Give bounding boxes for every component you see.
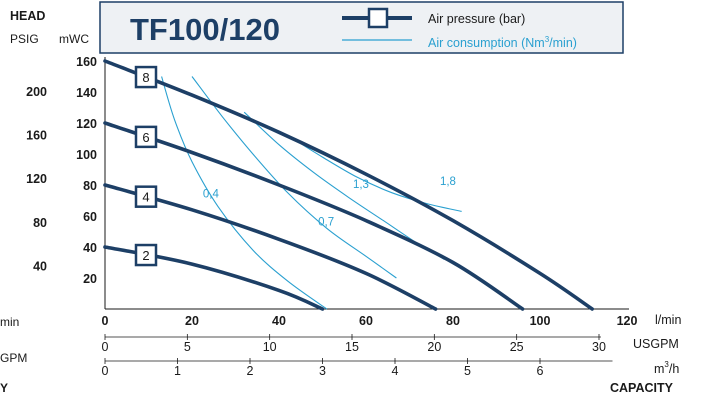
pressure-marker-4 (134, 185, 158, 208)
chart-title: TF100/120 (130, 12, 280, 47)
pressure-marker-8 (134, 65, 158, 89)
pressure-marker-6 (134, 125, 158, 149)
m3h-tick-label: 6 (537, 364, 544, 378)
pressure-marker-label: 4 (142, 190, 149, 205)
legend-consumption-tail: /min) (549, 36, 577, 50)
legend-consumption-label: Air consumption (Nm3/min) (428, 35, 577, 50)
mwc-tick-label: 100 (76, 148, 97, 162)
pressure-marker-label: 6 (142, 130, 149, 145)
y-unit-mwc: mWC (59, 32, 89, 46)
legend-consumption-sup: 3 (545, 35, 550, 44)
unit-lmin: l/min (655, 313, 681, 327)
mwc-tick-label: 60 (83, 210, 97, 224)
unit-m3h: m3/h (654, 360, 679, 376)
usgpm-tick-label: 15 (345, 340, 359, 354)
legend-pressure-marker (367, 7, 389, 29)
legend-pressure-label: Air pressure (bar) (428, 12, 525, 26)
consumption-curve-0-4 (161, 76, 328, 310)
header-box (99, 1, 624, 54)
m3h-tick-label: 2 (247, 364, 254, 378)
lmin-tick-label: 40 (272, 314, 286, 328)
pressure-markers: 8 6 4 2 (134, 65, 158, 267)
psig-tick-label: 160 (26, 129, 47, 143)
mwc-tick-label: 160 (76, 55, 97, 69)
pressure-curve-4 (103, 183, 438, 311)
lmin-tick-label: 80 (446, 314, 460, 328)
lmin-tick-label: 0 (102, 314, 109, 328)
psig-tick-label: 200 (26, 85, 47, 99)
left-fragment-y: Y (0, 381, 8, 395)
unit-m3h-base: m (654, 362, 664, 376)
pressure-curve-8 (103, 59, 594, 311)
unit-m3h-tail: /h (669, 362, 679, 376)
x-axis-title: CAPACITY (610, 381, 674, 395)
legend: Air pressure (bar) Air consumption (Nm3/… (342, 7, 577, 50)
m3h-tick-label: 3 (319, 364, 326, 378)
lmin-tick-label: 100 (530, 314, 551, 328)
left-fragment-min: min (0, 315, 19, 329)
pressure-curve-6 (103, 121, 525, 311)
lmin-tick-label: 20 (185, 314, 199, 328)
m3h-tick-label: 0 (102, 364, 109, 378)
usgpm-tick-label: 5 (184, 340, 191, 354)
consumption-curve-0-7 (191, 76, 397, 279)
lmin-tick-label: 60 (359, 314, 373, 328)
unit-m3h-sup: 3 (664, 360, 669, 369)
mwc-tick-label: 140 (76, 86, 97, 100)
usgpm-tick-label: 25 (510, 340, 524, 354)
legend-consumption-base: Air consumption (Nm (428, 36, 545, 50)
pressure-marker-label: 2 (142, 248, 149, 263)
pressure-marker-label: 8 (142, 70, 149, 85)
curves: 0,4 0,7 1,3 1,8 (103, 59, 594, 311)
consumption-label: 0,7 (318, 216, 334, 228)
consumption-curve-1-8 (287, 134, 462, 212)
lmin-tick-label: 120 (617, 314, 638, 328)
m3h-tick-label: 1 (174, 364, 181, 378)
psig-tick-label: 40 (33, 259, 47, 273)
consumption-label: 1,3 (353, 179, 369, 191)
usgpm-tick-label: 30 (592, 340, 606, 354)
psig-tick-label: 80 (33, 216, 47, 230)
consumption-label: 1,8 (440, 176, 456, 188)
m3h-tick-label: 5 (464, 364, 471, 378)
m3h-tick-label: 4 (392, 364, 399, 378)
mwc-tick-label: 80 (83, 179, 97, 193)
left-fragment-gpm: GPM (0, 351, 27, 365)
mwc-tick-label: 20 (83, 272, 97, 286)
usgpm-tick-label: 20 (427, 340, 441, 354)
psig-tick-label: 120 (26, 172, 47, 186)
consumption-label: 0,4 (203, 188, 220, 200)
mwc-tick-label: 120 (76, 117, 97, 131)
axes (104, 57, 629, 364)
unit-usgpm: USGPM (633, 337, 679, 351)
mwc-tick-label: 40 (83, 241, 97, 255)
usgpm-tick-label: 10 (263, 340, 277, 354)
usgpm-tick-label: 0 (102, 340, 109, 354)
y-unit-psig: PSIG (10, 32, 39, 46)
y-axis-title: HEAD (10, 9, 45, 23)
pressure-marker-2 (134, 243, 158, 267)
